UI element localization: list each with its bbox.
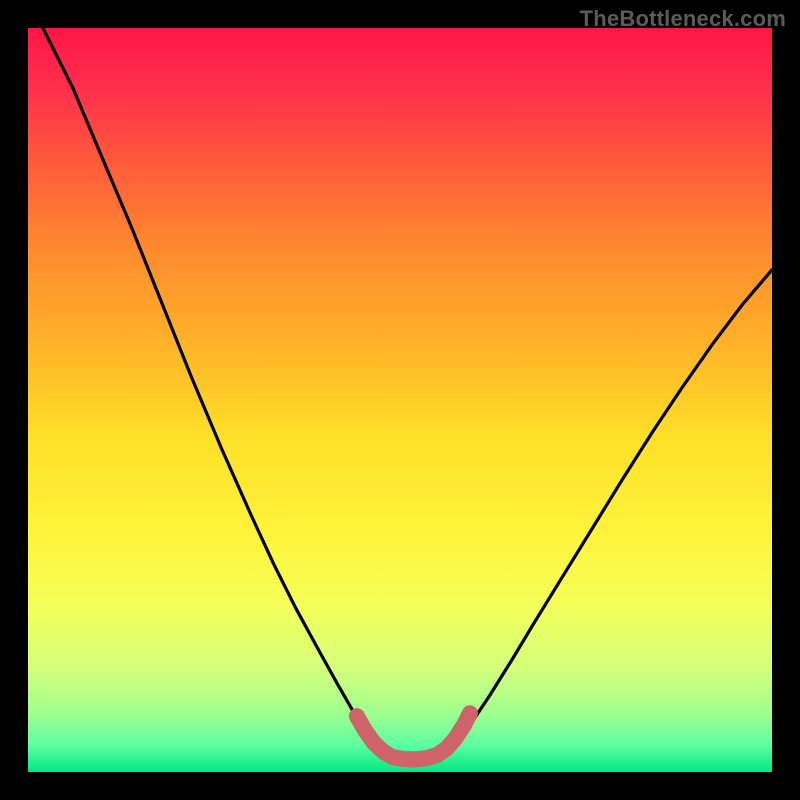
watermark-label: TheBottleneck.com: [580, 6, 786, 32]
chart-container: TheBottleneck.com: [0, 0, 800, 800]
bottleneck-curve-chart: [0, 0, 800, 800]
